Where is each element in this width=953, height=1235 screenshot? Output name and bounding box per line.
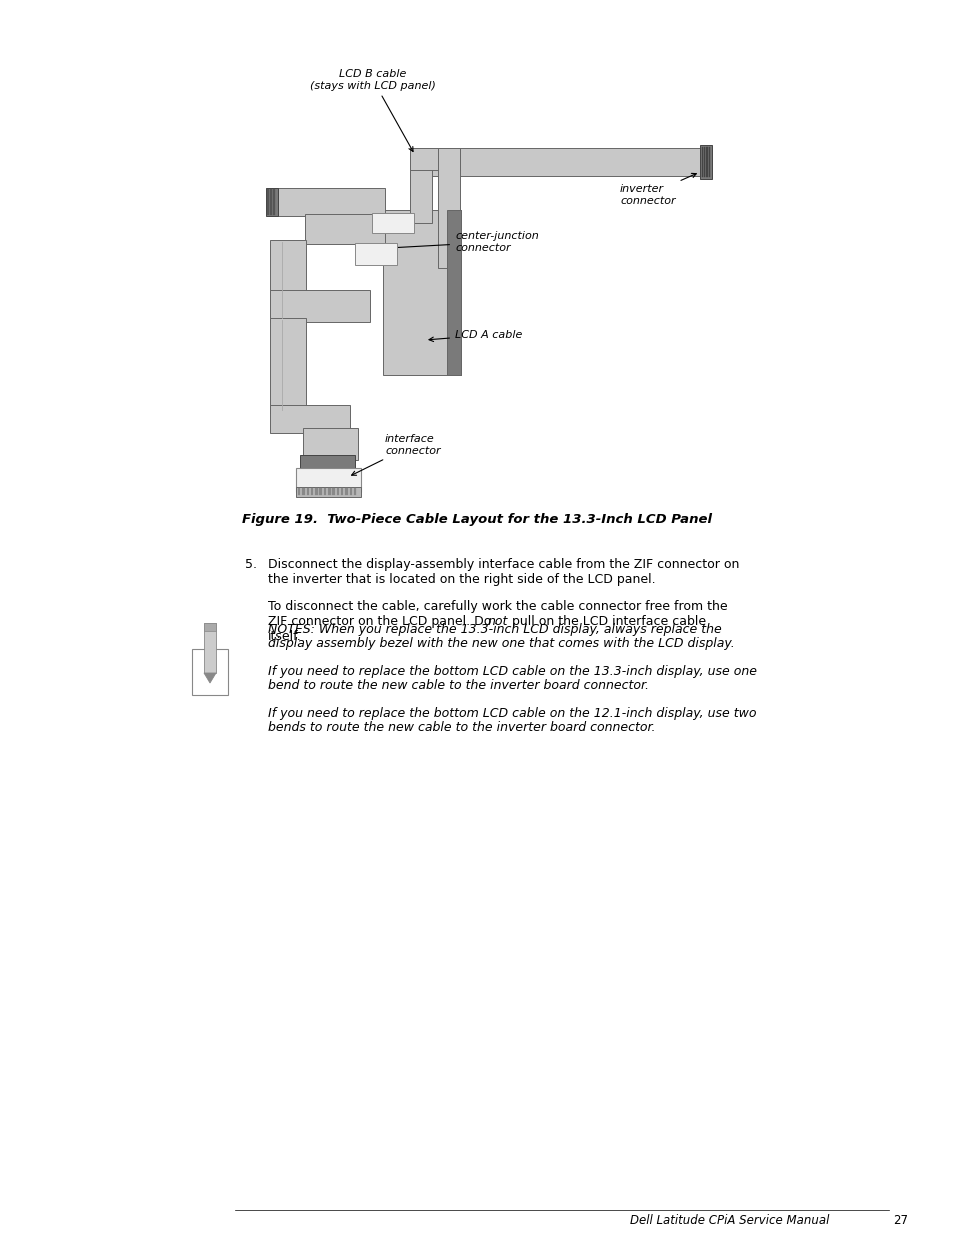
Polygon shape	[270, 405, 350, 433]
Polygon shape	[382, 210, 460, 375]
Text: To disconnect the cable, carefully work the cable connector free from the: To disconnect the cable, carefully work …	[268, 600, 727, 613]
Polygon shape	[354, 488, 356, 495]
Text: ZIF connector on the LCD panel. Do: ZIF connector on the LCD panel. Do	[268, 615, 495, 629]
Polygon shape	[319, 488, 322, 495]
Text: LCD A cable: LCD A cable	[429, 330, 522, 342]
Polygon shape	[303, 429, 357, 459]
Polygon shape	[355, 243, 396, 266]
Polygon shape	[707, 147, 708, 177]
Text: bend to route the new cable to the inverter board connector.: bend to route the new cable to the inver…	[268, 679, 648, 692]
Polygon shape	[447, 210, 460, 375]
Text: the inverter that is located on the right side of the LCD panel.: the inverter that is located on the righ…	[268, 573, 655, 585]
Polygon shape	[708, 147, 709, 177]
Polygon shape	[340, 488, 343, 495]
Text: 27: 27	[892, 1214, 907, 1226]
Polygon shape	[270, 188, 385, 216]
FancyBboxPatch shape	[192, 650, 228, 695]
Polygon shape	[410, 148, 432, 224]
Polygon shape	[266, 188, 277, 216]
Text: not: not	[488, 615, 508, 629]
Polygon shape	[703, 147, 704, 177]
Polygon shape	[372, 212, 414, 233]
Text: Figure 19.  Two-Piece Cable Layout for the 13.3-Inch LCD Panel: Figure 19. Two-Piece Cable Layout for th…	[242, 514, 711, 526]
Polygon shape	[270, 317, 306, 412]
Polygon shape	[345, 488, 348, 495]
Polygon shape	[204, 673, 215, 683]
Text: Dell Latitude CPiA Service Manual: Dell Latitude CPiA Service Manual	[629, 1214, 828, 1226]
Text: itself.: itself.	[268, 630, 301, 643]
Text: LCD B cable
(stays with LCD panel): LCD B cable (stays with LCD panel)	[310, 69, 436, 152]
Polygon shape	[332, 488, 335, 495]
Polygon shape	[349, 488, 352, 495]
Polygon shape	[328, 488, 331, 495]
Polygon shape	[410, 148, 459, 170]
Text: Disconnect the display-assembly interface cable from the ZIF connector on: Disconnect the display-assembly interfac…	[268, 558, 739, 571]
Text: NOTES: When you replace the 13.3-inch LCD display, always replace the: NOTES: When you replace the 13.3-inch LC…	[268, 622, 721, 636]
Polygon shape	[437, 148, 459, 268]
Polygon shape	[270, 290, 370, 322]
Polygon shape	[311, 488, 314, 495]
Text: center-junction
connector: center-junction connector	[392, 231, 538, 253]
Polygon shape	[705, 147, 706, 177]
Polygon shape	[323, 488, 326, 495]
Text: bends to route the new cable to the inverter board connector.: bends to route the new cable to the inve…	[268, 721, 655, 734]
Polygon shape	[295, 468, 360, 492]
Text: inverter
connector: inverter connector	[619, 173, 696, 206]
Polygon shape	[336, 488, 339, 495]
Polygon shape	[314, 488, 317, 495]
Polygon shape	[700, 144, 711, 179]
Text: pull on the LCD interface cable: pull on the LCD interface cable	[507, 615, 705, 629]
Polygon shape	[415, 148, 704, 177]
Text: display assembly bezel with the new one that comes with the LCD display.: display assembly bezel with the new one …	[268, 637, 734, 650]
Text: 5.: 5.	[245, 558, 256, 571]
Polygon shape	[204, 622, 215, 673]
Polygon shape	[204, 622, 215, 631]
Polygon shape	[270, 240, 306, 320]
Text: If you need to replace the bottom LCD cable on the 13.3-inch display, use one: If you need to replace the bottom LCD ca…	[268, 664, 757, 678]
Polygon shape	[295, 487, 360, 496]
Polygon shape	[305, 214, 385, 245]
Polygon shape	[701, 147, 702, 177]
Polygon shape	[306, 488, 309, 495]
Polygon shape	[299, 454, 355, 473]
Text: interface
connector: interface connector	[352, 435, 440, 475]
Polygon shape	[302, 488, 304, 495]
Polygon shape	[297, 488, 300, 495]
Text: If you need to replace the bottom LCD cable on the 12.1-inch display, use two: If you need to replace the bottom LCD ca…	[268, 706, 756, 720]
